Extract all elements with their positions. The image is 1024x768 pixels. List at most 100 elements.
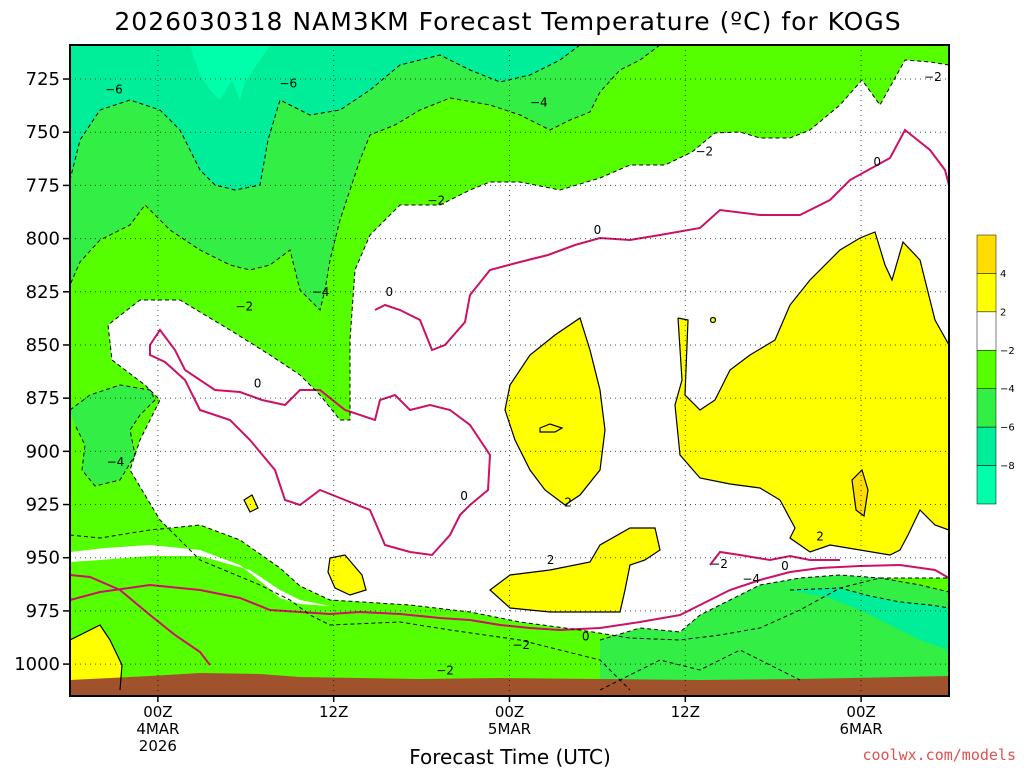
grid-lines (70, 45, 949, 696)
legend-swatch (976, 426, 997, 466)
chart-title: 2026030318 NAM3KM Forecast Temperature (… (114, 7, 901, 36)
contour-4-center-pocket (539, 423, 564, 433)
region-minus4-patch-left (70, 385, 155, 486)
contour-labels: −6 −6 −4 −2 −2 0 −2 0 −4 0 −2 0 −4 0 2 2 2 −2 0 −4 −2 0 −2 (105, 70, 942, 678)
region-2-to-4-center (505, 318, 605, 505)
region-2-to-4-lower-left (70, 625, 122, 690)
contour-minus4-upper (70, 45, 661, 311)
contour-2-lower-center (489, 527, 661, 613)
contour-label: 0 (873, 155, 881, 169)
zero-contour-right-arc (709, 550, 840, 566)
x-tick-label: 2026 (139, 737, 177, 755)
contour-label: 0 (386, 285, 394, 299)
negative-contours (70, 45, 949, 691)
region-above-4-right (852, 470, 868, 516)
contour-label: −2 (512, 638, 530, 652)
contour-minus4-lower (599, 574, 949, 641)
x-tick-label: 00Z (495, 703, 524, 721)
y-tick-label: 975 (26, 601, 60, 622)
zero-contour-middle (149, 328, 492, 557)
x-tick-label: 00Z (846, 703, 875, 721)
zero-contours (70, 128, 949, 666)
legend-label: −4 (1000, 384, 1015, 395)
contour-label: 0 (582, 629, 590, 643)
contour-label: −2 (710, 557, 728, 571)
legend-swatch (976, 311, 997, 351)
contour-label: 2 (564, 495, 572, 509)
x-tick-label: 6MAR (840, 720, 883, 738)
x-tick-label: 5MAR (488, 720, 531, 738)
contour-2-dot (709, 316, 717, 324)
y-tick-label: 775 (26, 175, 60, 196)
x-tick-label: 00Z (143, 703, 172, 721)
contour-2-center (504, 317, 606, 506)
y-tick-label: 800 (26, 229, 60, 250)
zero-contour-lower (70, 563, 949, 632)
x-axis-label: Forecast Time (UTC) (409, 745, 611, 768)
legend-label: −2 (1000, 346, 1015, 357)
contour-label: 0 (460, 489, 468, 503)
contour-label: −6 (105, 83, 123, 97)
contour-minus4-patch-left (70, 384, 156, 487)
legend-swatch (976, 465, 997, 505)
region-minus6-to-minus8-lower-right (790, 588, 949, 650)
region-2-to-4-small-left (328, 555, 366, 595)
zero-contour-lower-left-bend (70, 574, 211, 666)
contour-label: −2 (235, 300, 253, 314)
contour-2-tiny (243, 494, 259, 513)
region-2-to-4-tiny (244, 495, 258, 512)
y-tick-label: 900 (26, 441, 60, 462)
legend-label: −6 (1000, 423, 1015, 434)
legend-label: 2 (1000, 307, 1006, 318)
region-2-to-4-right (675, 232, 949, 555)
region-2-to-4-lower-center (490, 528, 660, 612)
contour-label: 0 (594, 223, 602, 237)
contour-label: −2 (436, 663, 454, 677)
contour-label: −4 (107, 455, 125, 469)
x-tick-label: 12Z (671, 703, 700, 721)
plot-area: −6 −6 −4 −2 −2 0 −2 0 −4 0 −2 0 −4 0 2 2 2 −2 0 −4 −2 0 −2 (70, 45, 949, 696)
region-below-minus8-upper (190, 45, 270, 100)
legend-label: −8 (1000, 461, 1015, 472)
y-axis: 725 750 775 800 825 850 875 900 925 950 975 1000 (14, 69, 70, 675)
contour-2-right (674, 231, 949, 556)
contour-label: 0 (781, 559, 789, 573)
contour-2-lower-left (70, 624, 123, 691)
contour-label: −2 (427, 193, 445, 207)
y-tick-label: 950 (26, 548, 60, 569)
y-tick-label: 825 (26, 282, 60, 303)
legend-swatch (976, 350, 997, 389)
y-tick-label: 1000 (14, 654, 60, 675)
y-tick-label: 925 (26, 495, 60, 516)
contour-minus2-lower-right-edge (599, 649, 801, 691)
y-tick-label: 750 (26, 122, 60, 143)
y-tick-label: 875 (26, 388, 60, 409)
legend-swatch (976, 388, 997, 428)
positive-contours (70, 231, 949, 691)
contour-label: −4 (742, 572, 760, 586)
contour-minus2-upper (107, 59, 949, 691)
contour-label: −2 (695, 144, 713, 158)
x-tick-label: 4MAR (136, 720, 179, 738)
contour-label: −2 (924, 70, 942, 84)
region-minus6-to-minus8-upper (70, 45, 580, 190)
credit-text: coolwx.com/models (862, 746, 1016, 764)
contour-2-small-left (327, 554, 367, 596)
contour-minus2-lower (70, 524, 949, 641)
y-tick-label: 850 (26, 335, 60, 356)
ground-surface (70, 673, 949, 696)
legend-swatch (976, 234, 997, 274)
contour-label: −6 (279, 76, 297, 90)
contour-label: 0 (254, 376, 262, 390)
y-tick-label: 725 (26, 69, 60, 90)
legend-swatch (976, 273, 997, 313)
x-tick-label: 12Z (319, 703, 348, 721)
color-legend: 4 2 −2 −4 −6 −8 (976, 234, 1015, 505)
contour-label: 2 (816, 529, 824, 543)
region-white-gap-left (70, 545, 330, 606)
contour-label: 2 (547, 553, 555, 567)
legend-label: 4 (1000, 269, 1006, 280)
contour-minus6-upper (70, 45, 581, 191)
contour-label: −4 (530, 95, 548, 109)
